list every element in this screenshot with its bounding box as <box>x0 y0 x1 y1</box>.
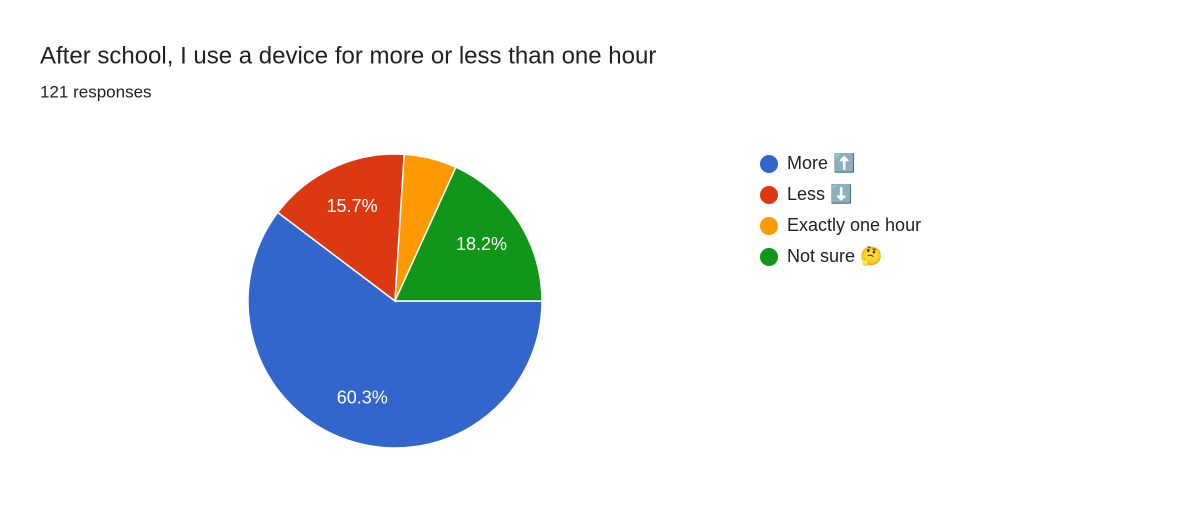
pie-slice <box>247 211 543 449</box>
legend-label: Less ⬇️ <box>787 183 852 204</box>
legend-swatch <box>760 186 778 204</box>
legend-swatch <box>760 248 778 266</box>
legend-label: Exactly one hour <box>787 215 921 235</box>
pie-slice <box>393 166 543 302</box>
slice-label: 18.2% <box>456 234 507 254</box>
pie-slice <box>276 153 406 303</box>
legend-swatch <box>760 217 778 235</box>
legend-label: Not sure 🤔 <box>787 246 882 266</box>
chart-subtitle: 121 responses <box>40 82 152 101</box>
slice-label: 60.3% <box>337 387 388 407</box>
legend-swatch <box>760 155 778 173</box>
chart-title: After school, I use a device for more or… <box>40 42 656 69</box>
slice-label: 15.7% <box>327 196 378 216</box>
legend-label: More ⬆️ <box>787 152 855 173</box>
